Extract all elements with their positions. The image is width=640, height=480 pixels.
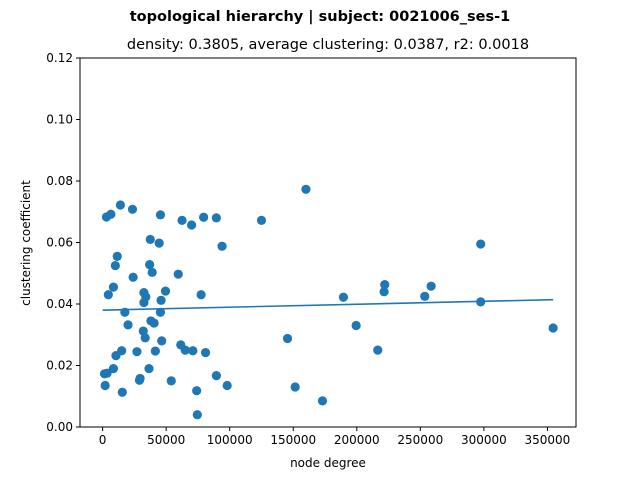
data-point: [426, 281, 436, 291]
chart-suptitle: topological hierarchy | subject: 0021006…: [130, 9, 510, 25]
data-point: [180, 345, 190, 355]
data-point: [112, 251, 122, 261]
plot-layer: [99, 184, 558, 420]
data-point: [186, 220, 197, 230]
data-point: [211, 213, 221, 223]
x-tick-label: 150000: [270, 433, 316, 447]
data-point: [282, 333, 293, 344]
data-point: [128, 272, 138, 282]
data-point: [373, 345, 383, 355]
data-point: [144, 363, 154, 374]
data-point: [192, 386, 202, 396]
data-point: [351, 320, 361, 331]
data-point: [380, 280, 390, 290]
data-point: [149, 318, 159, 328]
data-point: [256, 215, 267, 225]
data-point: [145, 260, 155, 270]
data-point: [476, 239, 486, 249]
y-tick-label: 0.02: [46, 359, 73, 373]
data-point: [106, 209, 116, 219]
data-point: [177, 215, 187, 225]
data-point: [211, 371, 221, 381]
data-point: [156, 295, 166, 305]
data-point: [222, 380, 232, 391]
data-point: [102, 368, 112, 378]
data-point: [166, 376, 176, 386]
data-point: [154, 238, 164, 248]
x-axis-label: node degree: [290, 456, 366, 470]
data-point: [108, 363, 119, 374]
x-tick-label: 50000: [147, 433, 185, 447]
regression-line: [102, 298, 554, 311]
data-point: [155, 210, 166, 220]
data-point: [196, 290, 206, 300]
data-point: [160, 286, 171, 296]
x-tick-label: 100000: [207, 433, 253, 447]
data-point: [108, 282, 119, 292]
data-point: [217, 241, 227, 251]
x-tick-label: 0: [99, 433, 107, 447]
data-point: [145, 234, 155, 245]
data-point: [117, 387, 127, 397]
axes-frame: [79, 57, 577, 428]
data-point: [103, 290, 113, 300]
data-point: [115, 200, 126, 210]
data-point: [147, 267, 157, 277]
data-point: [100, 380, 110, 391]
y-tick-label: 0.06: [46, 236, 73, 250]
data-point: [117, 346, 127, 356]
data-point: [135, 373, 145, 384]
y-tick-label: 0.00: [46, 420, 73, 434]
x-tick-label: 350000: [525, 433, 571, 447]
data-point: [379, 287, 389, 297]
data-point: [338, 292, 349, 302]
data-point: [290, 382, 300, 392]
data-point: [141, 292, 151, 302]
data-point: [132, 347, 142, 357]
data-point: [301, 184, 311, 194]
y-tick-label: 0.04: [46, 297, 73, 311]
data-point: [110, 260, 120, 271]
data-point: [127, 204, 138, 214]
data-point: [173, 269, 183, 279]
data-point: [157, 336, 167, 346]
ticks-layer: 0 50000 100000 150000 200000 250000 300000 3500…: [46, 51, 570, 447]
data-point: [123, 320, 133, 330]
y-axis-label: clustering coefficient: [19, 180, 33, 306]
data-point: [548, 323, 558, 333]
x-tick-label: 200000: [334, 433, 380, 447]
data-point: [420, 291, 430, 301]
data-point: [155, 307, 166, 317]
data-point: [192, 410, 202, 420]
data-point: [188, 346, 198, 356]
y-tick-label: 0.12: [46, 51, 73, 65]
y-tick-label: 0.10: [46, 113, 73, 127]
data-point: [150, 346, 160, 356]
data-point: [140, 333, 150, 343]
x-tick-label: 250000: [397, 433, 443, 447]
x-tick-label: 300000: [461, 433, 507, 447]
data-point: [199, 212, 209, 222]
chart-title: density: 0.3805, average clustering: 0.0…: [127, 37, 529, 53]
data-point: [200, 347, 211, 358]
data-point: [317, 396, 328, 406]
y-tick-label: 0.08: [46, 174, 73, 188]
